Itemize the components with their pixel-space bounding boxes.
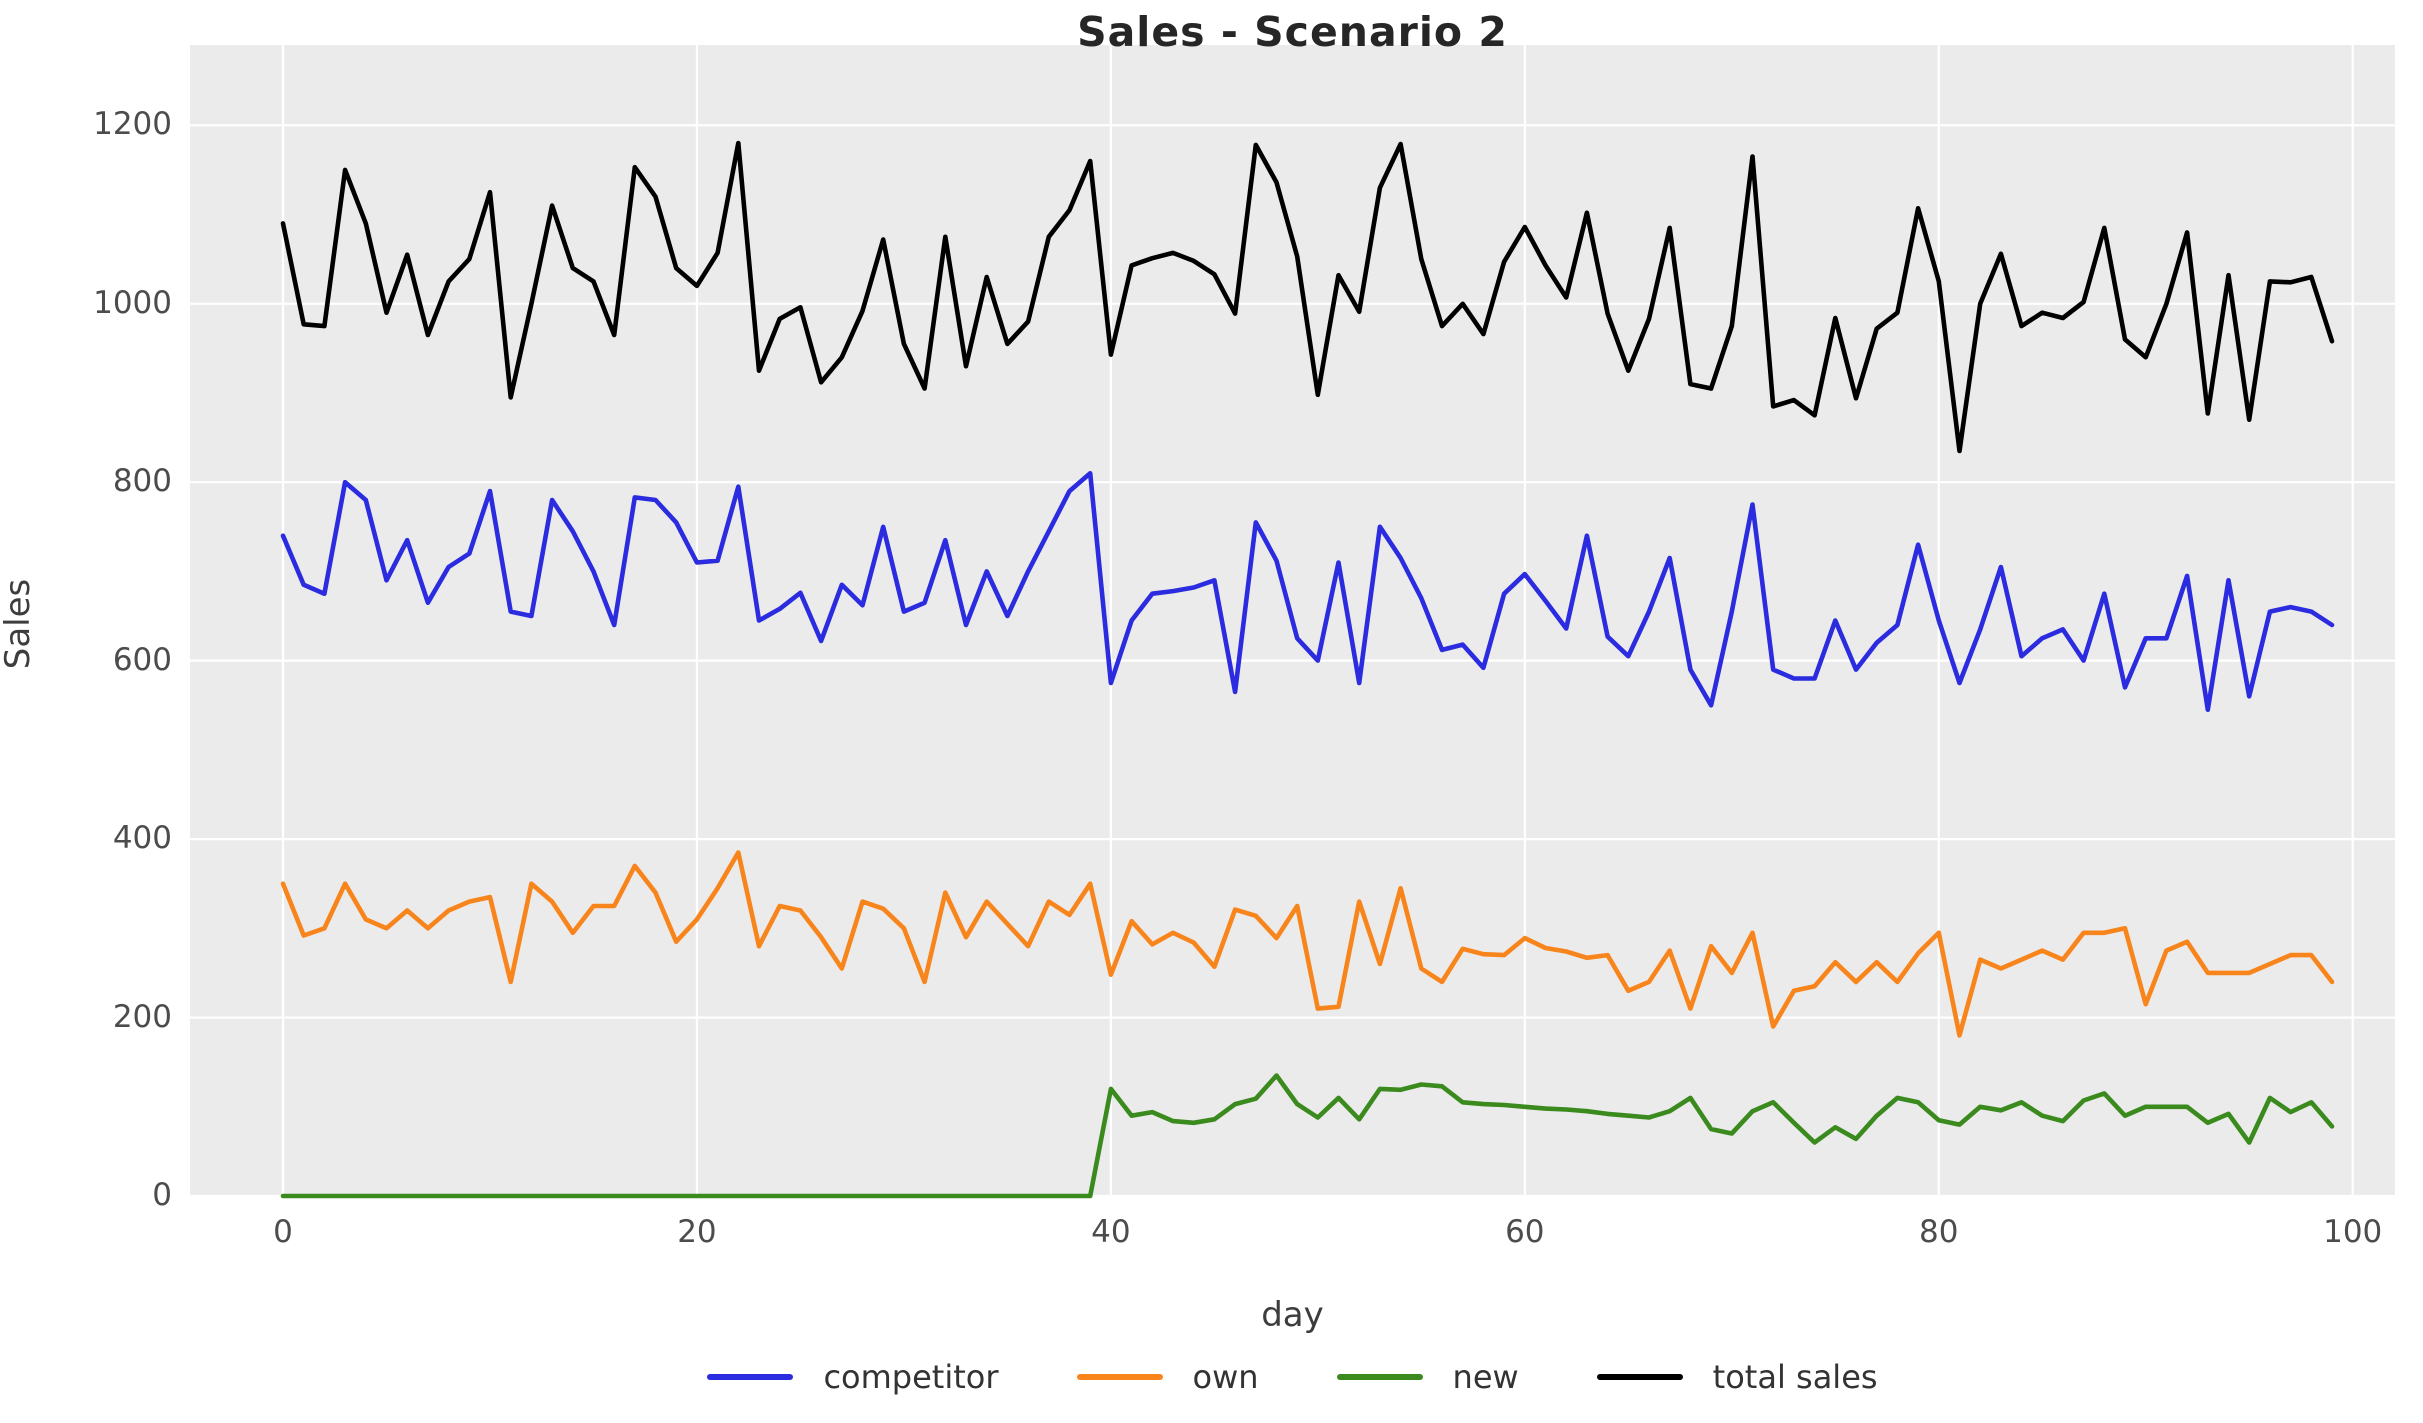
legend: competitor own new total sales: [190, 1358, 2395, 1396]
legend-label: total sales: [1712, 1358, 1878, 1396]
y-tick-label-1000: 1000: [93, 284, 172, 321]
x-tick-label-100: 100: [2323, 1214, 2383, 1250]
legend-label: new: [1452, 1358, 1519, 1396]
y-tick-label-800: 800: [112, 463, 172, 500]
chart-title: Sales - Scenario 2: [1077, 8, 1508, 56]
legend-line-icon-new: [1336, 1374, 1423, 1380]
legend-item-competitor: competitor: [707, 1358, 999, 1396]
x-tick-label-40: 40: [1091, 1214, 1131, 1250]
x-axis-label: day: [1261, 1295, 1324, 1335]
legend-line-icon-total-sales: [1596, 1374, 1683, 1380]
legend-item-new: new: [1336, 1358, 1519, 1396]
series-line-competitor: [280, 470, 2335, 713]
y-tick-label-1200: 1200: [93, 106, 172, 143]
legend-item-total-sales: total sales: [1596, 1358, 1878, 1396]
series-line-new: [280, 1073, 2335, 1199]
y-tick-label-400: 400: [112, 820, 172, 857]
y-tick-label-200: 200: [112, 998, 172, 1035]
legend-label: competitor: [823, 1358, 999, 1396]
series-line-own: [280, 850, 2335, 1038]
x-tick-label-80: 80: [1919, 1214, 1959, 1250]
legend-label: own: [1192, 1358, 1259, 1396]
legend-item-own: own: [1076, 1358, 1259, 1396]
x-tick-label-20: 20: [677, 1214, 717, 1250]
x-tick-label-0: 0: [273, 1214, 293, 1250]
legend-line-icon-own: [1076, 1374, 1163, 1380]
y-tick-label-600: 600: [112, 641, 172, 678]
x-tick-label-60: 60: [1505, 1214, 1545, 1250]
y-tick-label-0: 0: [152, 1177, 172, 1213]
series-line-total-sales: [280, 140, 2335, 454]
legend-line-icon-competitor: [707, 1374, 794, 1380]
